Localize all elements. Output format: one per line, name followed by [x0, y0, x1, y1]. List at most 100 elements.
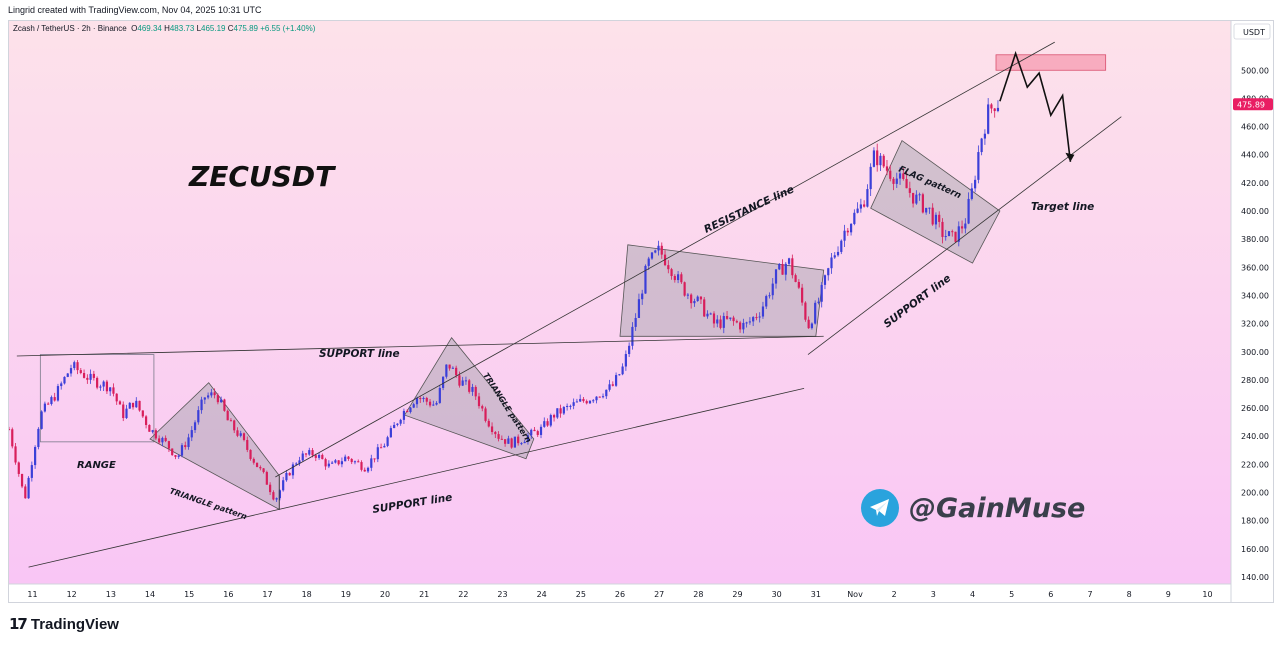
candle-down	[941, 221, 944, 237]
candle-up	[631, 326, 634, 346]
x-tick-label: 12	[67, 590, 77, 599]
candle-up	[220, 399, 223, 403]
candle-up	[63, 376, 66, 384]
candle-down	[732, 317, 735, 322]
support-line-horizontal	[16, 335, 824, 357]
x-tick-label: 18	[302, 590, 312, 599]
x-tick-label: 17	[262, 590, 272, 599]
candle-up	[102, 381, 105, 387]
triangle-pattern-1	[149, 382, 280, 511]
candle-down	[954, 231, 957, 242]
x-tick-label: 26	[615, 590, 625, 599]
candle-up	[556, 408, 559, 418]
candle-down	[259, 467, 262, 469]
candle-down	[24, 486, 27, 499]
candle-up	[605, 389, 608, 397]
x-tick-label: 6	[1048, 590, 1053, 599]
candle-down	[794, 275, 797, 282]
candle-down	[905, 179, 908, 189]
candle-down	[229, 420, 233, 422]
candle-down	[876, 150, 879, 166]
candle-down	[360, 462, 363, 470]
candle-up	[569, 405, 572, 407]
candle-down	[582, 398, 585, 402]
candle-up	[461, 380, 464, 386]
candle-up	[50, 397, 53, 405]
candle-down	[226, 410, 229, 421]
candle-up	[820, 284, 823, 302]
candle-up	[432, 404, 435, 406]
candle-down	[53, 397, 56, 401]
candle-down	[494, 431, 497, 435]
candle-up	[944, 236, 947, 238]
candle-up	[987, 104, 990, 134]
candle-up	[370, 458, 373, 468]
candle-down	[249, 449, 252, 459]
candle-down	[683, 282, 686, 296]
candle-up	[859, 204, 862, 209]
candle-up	[765, 296, 768, 307]
candle-up	[177, 455, 180, 457]
y-tick-label: 460.00	[1241, 123, 1269, 132]
candle-up	[197, 410, 200, 423]
candle-down	[487, 420, 490, 427]
candle-up	[840, 240, 843, 252]
y-tick-label: 160.00	[1241, 545, 1269, 554]
candle-up	[856, 208, 859, 213]
candle-up	[562, 407, 565, 414]
candle-down	[725, 316, 729, 319]
candle-down	[846, 230, 849, 233]
candle-down	[272, 492, 275, 500]
x-tick-label: 24	[537, 590, 547, 599]
candle-down	[79, 370, 82, 373]
candle-up	[572, 402, 575, 406]
candle-down	[797, 281, 800, 288]
candle-down	[154, 430, 157, 439]
support-line-lower	[28, 387, 805, 568]
y-tick-label: 420.00	[1241, 179, 1269, 188]
candle-up	[386, 437, 389, 446]
candle-up	[657, 245, 660, 251]
chart-panel[interactable]: ZECUSDT RANGE SUPPORT line TRIANGLE pattern…	[8, 20, 1274, 603]
candle-down	[158, 438, 161, 443]
projection-arrow	[999, 50, 1072, 162]
x-tick-label: 14	[145, 590, 155, 599]
candle-up	[761, 306, 765, 317]
target-zone-box	[995, 54, 1107, 71]
tradingview-logo[interactable]: 17 TradingView	[9, 615, 119, 633]
candle-up	[393, 424, 396, 429]
candle-up	[778, 264, 781, 270]
x-tick-label: 4	[970, 590, 975, 599]
candle-up	[34, 447, 37, 466]
candle-down	[510, 438, 513, 448]
candle-up	[301, 453, 304, 461]
candle-down	[755, 317, 758, 319]
candle-up	[650, 252, 654, 259]
candle-up	[66, 373, 69, 377]
candle-up	[696, 296, 699, 302]
candle-up	[399, 419, 402, 424]
candle-down	[497, 434, 500, 439]
candle-up	[539, 426, 543, 435]
symbol-name[interactable]: Zcash / TetherUS · 2h · Binance	[13, 24, 127, 33]
candle-down	[9, 429, 11, 431]
x-tick-label: 25	[576, 590, 586, 599]
candle-down	[96, 377, 99, 388]
candle-up	[983, 133, 987, 139]
candle-down	[425, 397, 428, 402]
x-tick-label: 16	[223, 590, 233, 599]
candle-down	[611, 384, 614, 386]
y-tick-label: 280.00	[1241, 376, 1269, 385]
candle-down	[167, 441, 171, 449]
candle-down	[690, 294, 693, 304]
candle-up	[543, 421, 546, 427]
candle-down	[960, 226, 964, 229]
high-label: H	[164, 24, 170, 33]
candle-down	[598, 396, 601, 398]
candle-down	[265, 472, 268, 485]
candle-up	[729, 317, 732, 319]
candle-up	[784, 263, 787, 275]
watermark-handle: @GainMuse	[909, 492, 1086, 524]
candle-up	[190, 430, 193, 438]
